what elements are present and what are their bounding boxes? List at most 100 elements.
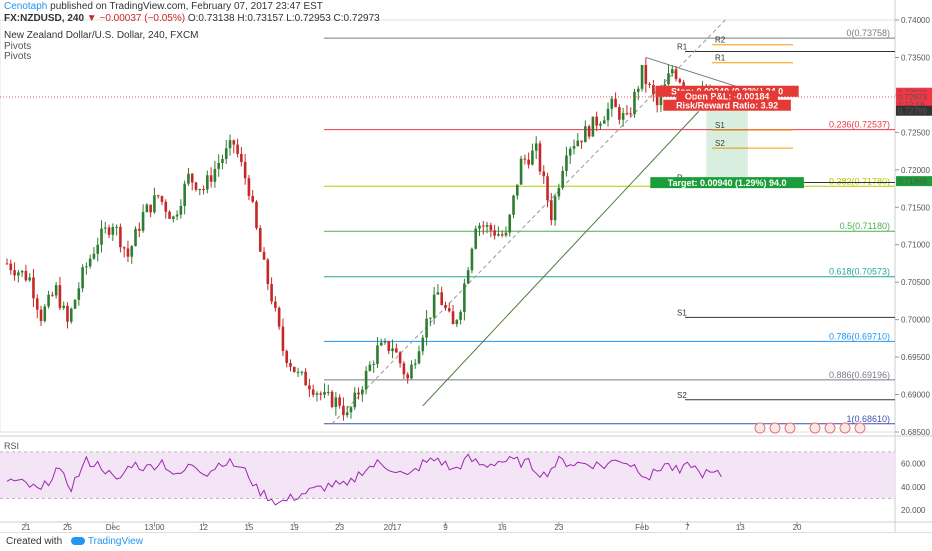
candle-body [447, 308, 451, 312]
candle-body [266, 259, 270, 285]
candle-body [504, 232, 508, 236]
grid [0, 0, 932, 532]
candle-body [39, 309, 43, 322]
rsi-pane [0, 451, 895, 506]
price-tick-label: 0.71500 [901, 203, 930, 212]
candle-body [319, 393, 323, 395]
candle-body [432, 294, 436, 318]
indicator-pivots-2[interactable]: Pivots [4, 51, 32, 62]
channel-dashed-line [331, 19, 726, 425]
economic-event-flag-icon [754, 422, 766, 434]
candle-body [463, 283, 466, 312]
candle-body [107, 227, 111, 235]
candle-body [243, 161, 247, 179]
ohlc-values: O:0.73138 H:0.73157 L:0.72953 C:0.72973 [187, 13, 380, 24]
pivot-label: R1 [715, 54, 726, 63]
fib-level-label: 0(0.73758) [846, 28, 890, 38]
candle-body [202, 188, 205, 190]
candle-body [122, 247, 126, 249]
candle-body [391, 348, 394, 352]
candle-body [141, 212, 145, 231]
candle-body [606, 108, 610, 121]
candle-body [327, 391, 330, 393]
open-pnl-label: Open P&L: -0.00184 [685, 92, 770, 102]
candle-body [565, 155, 568, 171]
candle-body [221, 159, 224, 164]
candle-body [334, 397, 338, 407]
candle-body [678, 79, 682, 83]
candle-body [300, 371, 304, 373]
candle-body [247, 178, 251, 196]
candle-body [561, 170, 564, 188]
price-tick-label: 0.72500 [901, 128, 930, 137]
fib-level-label: 0.382(0.71780) [829, 176, 890, 186]
price-tag-label: 0.72789 [898, 107, 927, 116]
candle-body [659, 92, 663, 106]
candle-body [164, 201, 168, 212]
candle-body [213, 168, 217, 182]
pivot-label: S1 [677, 308, 687, 317]
indicator-pivots-1[interactable]: Pivots [4, 41, 32, 52]
candle-body [111, 226, 115, 235]
candle-body [81, 267, 84, 289]
candle-body [402, 363, 406, 375]
candle-body [296, 371, 300, 373]
price-tick-label: 0.68500 [901, 428, 930, 437]
economic-event-flag-icon [769, 422, 781, 434]
candle-body [311, 389, 315, 395]
time-tick-label: Dec [106, 523, 120, 532]
risk-reward-label-bg [663, 99, 791, 111]
candle-body [538, 143, 542, 172]
candle-body [73, 299, 77, 309]
economic-event-flag-icon [809, 422, 821, 434]
author-link[interactable]: Cenotaph [4, 1, 48, 12]
candle-body [115, 226, 118, 228]
candle-body [103, 227, 107, 229]
candle-body [421, 337, 425, 352]
candle-body [156, 195, 160, 197]
candle-body [444, 304, 447, 309]
candle-body [417, 351, 421, 364]
candle-body [330, 391, 334, 407]
fib-level-label: 0.236(0.72537) [829, 120, 890, 130]
candle-body [66, 305, 69, 322]
candle-body [345, 412, 349, 416]
symbol-label[interactable]: FX:NZDUSD, 240 [4, 13, 85, 24]
rsi-pane-label[interactable]: RSI [4, 441, 20, 451]
candle-body [100, 228, 103, 245]
candle-body [224, 148, 228, 160]
candle-body [187, 173, 190, 184]
time-tick-label: 21 [21, 523, 30, 532]
candle-body [629, 113, 632, 115]
price-tag-bg [896, 105, 932, 116]
time-tick-label: 25 [63, 523, 72, 532]
candle-body [395, 348, 398, 353]
candlestick-series [5, 57, 723, 421]
time-tick-label: Feb [635, 523, 649, 532]
time-tick-label: 20 [793, 523, 802, 532]
trendlines [331, 19, 764, 425]
candle-body [670, 69, 674, 74]
candle-body [62, 305, 65, 308]
candle-body [568, 148, 572, 156]
candle-body [516, 184, 519, 196]
time-tick-label: 2017 [384, 523, 402, 532]
candle-body [587, 126, 591, 137]
candle-body [474, 228, 478, 249]
candle-body [17, 272, 20, 276]
tradingview-brand[interactable]: TradingView [87, 536, 143, 547]
candle-body [550, 200, 553, 221]
candle-body [379, 342, 383, 346]
candle-body [349, 407, 353, 413]
pivot-label: R1 [677, 42, 688, 51]
target-label: Target: 0.00940 (1.29%) 94.0 [668, 178, 787, 188]
candle-body [47, 294, 50, 307]
rsi-tick-label: 20.000 [901, 506, 926, 515]
candle-body [542, 171, 546, 177]
time-tick-label: 15 [244, 523, 253, 532]
candle-body [648, 83, 651, 86]
ohlc-line: FX:NZDUSD, 240 ▼ −0.00037 (−0.05%) O:0.7… [4, 13, 380, 25]
pivot-label: S2 [677, 391, 687, 400]
candle-body [232, 140, 236, 145]
candle-body [534, 143, 538, 151]
